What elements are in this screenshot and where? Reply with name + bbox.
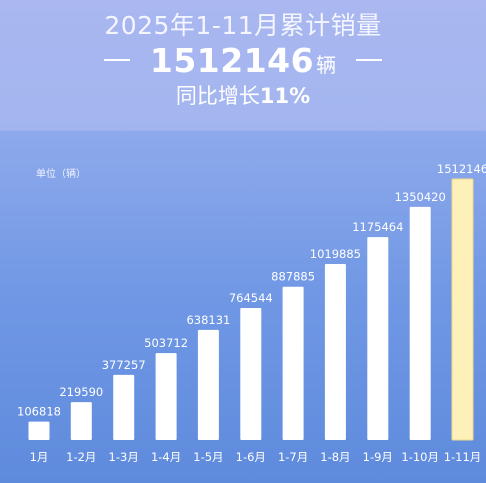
total-sales-unit: 辆 [316, 52, 337, 77]
value-label-1-6月: 764544 [229, 291, 273, 305]
value-label-1-7月: 887885 [271, 270, 315, 284]
category-label-1-11月: 1-11月 [444, 450, 482, 464]
bar-1-2月 [70, 402, 92, 440]
category-label-1-6月: 1-6月 [236, 450, 266, 464]
value-label-1-8月: 1019885 [310, 247, 361, 261]
bar-1-10月 [409, 206, 431, 440]
category-label-1-3月: 1-3月 [109, 450, 139, 464]
category-label-1月: 1月 [30, 450, 49, 464]
category-label-1-7月: 1-7月 [278, 450, 308, 464]
category-label-1-9月: 1-9月 [363, 450, 393, 464]
value-label-1-5月: 638131 [186, 313, 230, 327]
bar-1-6月 [240, 308, 262, 440]
bar-1-7月 [282, 286, 304, 440]
value-label-1-3月: 377257 [102, 358, 146, 372]
total-sales-value: 1512146 [149, 40, 315, 80]
value-label-1月: 106818 [17, 405, 61, 419]
bar-1-5月 [197, 329, 219, 440]
category-label-1-5月: 1-5月 [193, 450, 223, 464]
yoy-value: 11% [259, 84, 311, 108]
category-label-1-10月: 1-10月 [401, 450, 439, 464]
header-panel: 2025年1-11月累计销量 1512146 辆 同比增长11% [0, 0, 486, 130]
unit-label: 单位（辆） [36, 169, 86, 180]
category-label-1-8月: 1-8月 [320, 450, 350, 464]
total-row: 1512146 辆 [0, 40, 486, 80]
yoy-label: 同比增长 [175, 84, 260, 108]
value-label-1-10月: 1350420 [395, 190, 446, 204]
bar-1-3月 [113, 374, 135, 440]
bar-1-11月 [451, 178, 474, 441]
value-label-1-4月: 503712 [144, 336, 188, 350]
category-label-1-2月: 1-2月 [66, 450, 96, 464]
value-label-1-9月: 1175464 [352, 220, 403, 234]
value-label-1-2月: 219590 [59, 385, 103, 399]
right-dash [356, 59, 383, 61]
left-dash [103, 59, 130, 61]
bar-1-8月 [324, 264, 346, 440]
chart-title: 2025年1-11月累计销量 [104, 11, 382, 40]
bar-1-4月 [155, 353, 177, 440]
value-label-1-11月: 1512146 [437, 162, 486, 176]
bar-1月 [28, 421, 50, 440]
category-label-1-4月: 1-4月 [151, 450, 181, 464]
yoy-growth: 同比增长11% [0, 80, 486, 110]
bar-1-9月 [367, 237, 389, 440]
